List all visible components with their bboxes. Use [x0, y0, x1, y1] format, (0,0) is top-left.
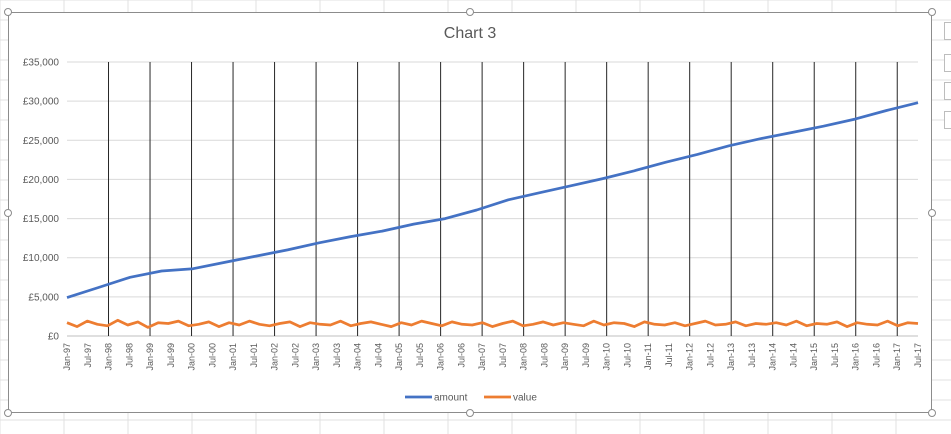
x-tick-label: Jan-17	[892, 343, 902, 371]
x-tick-label: Jan-98	[104, 343, 114, 371]
y-tick-label: £25,000	[23, 136, 60, 147]
x-tick-label: Jan-05	[394, 343, 404, 371]
x-tick-label: Jan-09	[560, 343, 570, 371]
x-tick-label: Jan-97	[62, 343, 72, 371]
resize-handle[interactable]	[466, 409, 474, 417]
x-tick-label: Jul-98	[124, 343, 134, 368]
x-tick-label: Jul-97	[83, 343, 93, 368]
x-tick-label: Jul-09	[581, 343, 591, 368]
resize-handle[interactable]	[928, 208, 936, 217]
x-tick-label: Jul-00	[207, 343, 217, 368]
x-tick-label: Jan-11	[643, 343, 653, 370]
x-tick-label: Jan-99	[145, 343, 155, 371]
x-tick-label: Jul-10	[622, 343, 632, 368]
x-tick-label: Jul-04	[373, 343, 383, 368]
resize-handle[interactable]	[4, 409, 12, 417]
side-cell	[944, 82, 951, 100]
x-tick-label: Jul-17	[913, 343, 923, 368]
y-tick-label: £20,000	[23, 175, 60, 186]
x-tick-label: Jan-14	[768, 343, 778, 371]
x-tick-label: Jul-99	[166, 343, 176, 368]
x-tick-label: Jul-12	[705, 343, 715, 368]
legend-label-value: value	[513, 393, 537, 404]
series-line-amount	[66, 101, 919, 299]
x-tick-label: Jul-13	[747, 343, 757, 368]
series-line-value	[66, 318, 919, 329]
chart-title: Chart 3	[443, 25, 497, 42]
x-tick-label: Jul-05	[415, 343, 425, 368]
y-tick-label: £5,000	[28, 292, 59, 303]
x-tick-label: Jul-02	[290, 343, 300, 368]
x-tick-label: Jul-07	[498, 343, 508, 368]
legend-label-amount: amount	[434, 393, 468, 404]
x-tick-label: Jan-08	[519, 343, 529, 371]
x-tick-label: Jul-03	[332, 343, 342, 368]
x-tick-label: Jan-16	[851, 343, 861, 371]
side-cell	[944, 111, 951, 129]
x-tick-label: Jan-07	[477, 343, 487, 371]
x-tick-label: Jan-00	[187, 343, 197, 371]
side-cell	[944, 22, 951, 40]
y-tick-label: £35,000	[23, 58, 60, 69]
x-tick-label: Jul-01	[249, 343, 259, 368]
x-tick-label: Jan-04	[353, 343, 363, 371]
resize-handle[interactable]	[4, 8, 12, 16]
resize-handle[interactable]	[466, 8, 474, 16]
resize-handle[interactable]	[4, 208, 12, 217]
x-tick-label: Jan-10	[602, 343, 612, 371]
x-tick-label: Jan-01	[228, 343, 238, 371]
x-tick-label: Jul-06	[456, 343, 466, 368]
x-tick-label: Jul-15	[830, 343, 840, 368]
x-tick-label: Jan-15	[809, 343, 819, 371]
x-tick-label: Jan-12	[685, 343, 695, 371]
x-tick-label: Jan-06	[436, 343, 446, 371]
x-tick-label: Jul-16	[871, 343, 881, 368]
x-tick-label: Jul-11	[664, 343, 674, 367]
x-tick-label: Jul-14	[788, 343, 798, 368]
x-tick-label: Jan-02	[270, 343, 280, 371]
x-tick-label: Jul-08	[539, 343, 549, 368]
y-tick-label: £10,000	[23, 253, 60, 264]
x-tick-label: Jan-13	[726, 343, 736, 371]
resize-handle[interactable]	[928, 409, 936, 417]
y-tick-label: £30,000	[23, 97, 60, 108]
side-cell	[944, 54, 951, 72]
x-tick-label: Jan-03	[311, 343, 321, 371]
y-tick-label: £15,000	[23, 214, 60, 225]
y-tick-label: £0	[48, 332, 60, 343]
resize-handle[interactable]	[928, 8, 936, 16]
